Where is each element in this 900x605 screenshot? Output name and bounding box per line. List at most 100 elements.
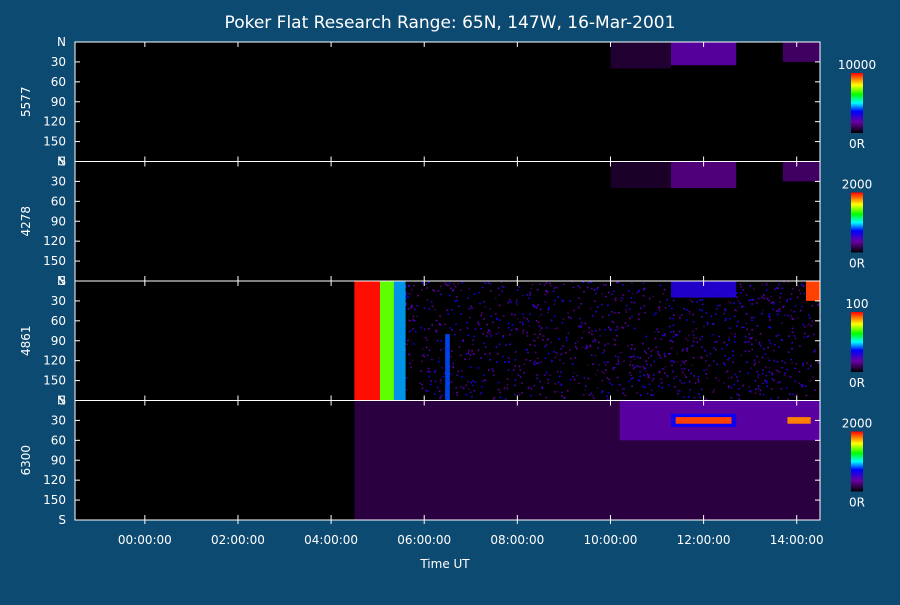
noise-point (790, 358, 793, 361)
noise-point (553, 287, 556, 289)
noise-point (644, 386, 646, 389)
noise-point (553, 315, 556, 318)
noise-point (594, 292, 597, 295)
noise-point (643, 305, 646, 307)
noise-point (794, 337, 797, 340)
noise-point (478, 323, 480, 326)
noise-point (483, 374, 485, 377)
noise-point (531, 283, 534, 286)
noise-point (540, 327, 543, 329)
noise-point (427, 390, 429, 392)
noise-point (509, 333, 511, 336)
noise-point (490, 315, 492, 317)
noise-point (473, 353, 475, 355)
emission-feature (787, 417, 811, 424)
noise-point (671, 307, 673, 310)
noise-point (787, 281, 790, 284)
noise-point (503, 315, 506, 317)
noise-point (780, 292, 782, 295)
emission-feature (675, 417, 732, 424)
noise-point (605, 363, 607, 366)
noise-point (624, 394, 626, 397)
noise-point (684, 363, 686, 365)
noise-point (461, 281, 463, 284)
noise-point (740, 354, 742, 357)
noise-point (748, 299, 750, 302)
noise-point (487, 282, 490, 284)
noise-point (734, 373, 737, 376)
noise-point (465, 353, 468, 355)
noise-point (617, 281, 619, 283)
noise-point (558, 338, 560, 340)
y-tick-label: 90 (51, 95, 66, 109)
noise-point (784, 314, 786, 317)
noise-point (459, 329, 462, 331)
noise-point (528, 297, 530, 300)
colorbar-max-label: 10000 (838, 58, 876, 72)
noise-point (608, 314, 610, 316)
noise-point (481, 312, 483, 314)
y-tick-label: N (57, 274, 66, 288)
noise-point (436, 339, 439, 342)
noise-point (659, 357, 662, 359)
noise-point (618, 312, 620, 314)
noise-point (598, 364, 600, 366)
noise-point (724, 364, 726, 366)
noise-point (408, 331, 410, 333)
noise-point (748, 333, 750, 335)
noise-point (405, 291, 408, 294)
noise-point (768, 359, 771, 362)
wavelength-label: 6300 (19, 445, 33, 476)
noise-point (652, 295, 654, 298)
noise-point (757, 376, 759, 379)
noise-point (805, 385, 807, 387)
noise-point (435, 319, 438, 322)
noise-point (756, 302, 758, 304)
noise-point (693, 375, 695, 377)
noise-point (556, 370, 559, 373)
panel-4861: N 30 60 90 120 150 S 4861 100 0R (19, 274, 868, 408)
noise-point (636, 365, 639, 367)
noise-point (563, 396, 566, 399)
colorbar-max-label: 100 (846, 297, 869, 311)
noise-point (556, 327, 559, 329)
noise-point (740, 291, 742, 294)
noise-point (671, 364, 673, 367)
noise-point (427, 370, 430, 373)
noise-point (699, 396, 701, 399)
noise-point (492, 370, 495, 372)
noise-point (591, 287, 593, 290)
noise-point (560, 384, 562, 386)
noise-point (769, 342, 772, 344)
noise-point (440, 379, 442, 382)
noise-point (554, 299, 556, 302)
noise-point (507, 322, 510, 325)
noise-point (412, 315, 415, 318)
noise-point (628, 380, 631, 382)
noise-point (677, 392, 679, 395)
noise-point (682, 348, 684, 351)
noise-point (496, 353, 499, 355)
noise-point (574, 357, 577, 359)
noise-point (502, 336, 504, 338)
noise-point (688, 334, 690, 337)
noise-point (611, 293, 613, 296)
noise-point (619, 384, 621, 386)
noise-point (515, 301, 518, 304)
noise-point (439, 382, 442, 384)
noise-point (472, 339, 475, 341)
noise-point (585, 344, 588, 347)
noise-point (485, 335, 488, 337)
noise-point (656, 328, 658, 331)
noise-point (642, 342, 644, 345)
noise-point (412, 328, 414, 330)
noise-point (492, 321, 494, 324)
noise-point (730, 332, 733, 334)
noise-point (643, 350, 646, 352)
noise-point (456, 374, 459, 376)
noise-point (514, 365, 517, 367)
noise-point (767, 356, 769, 359)
y-tick-label: 150 (43, 254, 66, 268)
noise-point (798, 289, 800, 292)
noise-point (794, 394, 796, 397)
